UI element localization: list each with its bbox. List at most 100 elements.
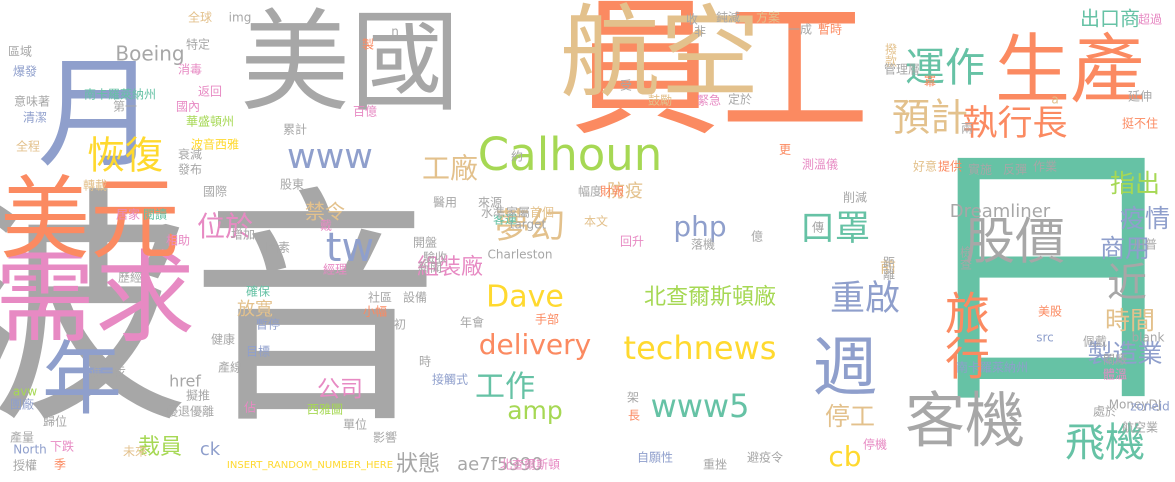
cloud-word: a	[1051, 93, 1058, 107]
cloud-word: 生產	[995, 26, 1145, 114]
cloud-word: 重挫	[703, 458, 727, 472]
cloud-word: 冪	[924, 75, 936, 89]
cloud-word: 處於	[1093, 404, 1117, 419]
cloud-word: 幅度	[578, 184, 602, 199]
cloud-word: 年	[42, 333, 122, 426]
cloud-word: ck	[200, 439, 221, 460]
cloud-word: 團廠	[10, 397, 34, 412]
cloud-word: www5	[651, 387, 750, 425]
cloud-word: 削減	[843, 190, 867, 205]
cloud-word: 組裝廠	[417, 255, 483, 280]
cloud-word: technews	[624, 329, 777, 367]
cloud-word: 提供	[938, 159, 962, 174]
cloud-word: 居家	[116, 207, 140, 222]
cloud-word: 檢查	[959, 245, 973, 270]
cloud-word: 暫停	[256, 317, 280, 332]
cloud-word: 美股	[1038, 305, 1062, 319]
cloud-word: n	[391, 25, 399, 39]
cloud-word: 防疫	[607, 181, 643, 202]
cloud-word: 出口商	[1080, 7, 1140, 31]
cloud-word: 落機	[691, 237, 715, 252]
cloud-word: 影響	[373, 430, 397, 445]
cloud-word: 水準	[481, 205, 505, 220]
cloud-word: 產線	[218, 360, 242, 375]
cloud-word: 體溫	[1103, 368, 1127, 382]
cloud-word: 航空	[560, 0, 760, 111]
cloud-word: tw	[326, 225, 374, 271]
cloud-word: 北查爾斯頓	[500, 458, 560, 472]
cloud-word: 好意	[913, 159, 937, 174]
cloud-word: 華盛頓州	[186, 114, 234, 129]
cloud-word: 佩戴	[1083, 334, 1107, 349]
cloud-word: 轉載	[83, 179, 107, 193]
cloud-word: 製造業	[1087, 339, 1162, 368]
cloud-word: 開盤	[413, 236, 437, 250]
cloud-word: 歷經	[118, 271, 142, 285]
cloud-word: 特定	[186, 37, 210, 52]
cloud-word: 放寬	[237, 299, 273, 320]
cloud-word: 消毒	[178, 63, 202, 77]
cloud-word: 鈍減	[716, 10, 740, 25]
cloud-word: 全球	[188, 10, 212, 25]
cloud-word: 第一	[113, 100, 137, 114]
cloud-word: 商用	[1100, 234, 1150, 263]
cloud-word: 股東	[280, 178, 304, 192]
cloud-word: 關廠	[1103, 352, 1127, 367]
cloud-word: 指出	[1110, 169, 1160, 198]
cloud-word: 避疫令	[747, 450, 783, 465]
cloud-word: 家屬	[506, 205, 530, 220]
cloud-word: 社區	[368, 290, 392, 305]
cloud-word: 發布	[178, 162, 202, 177]
cloud-word: 意味著	[14, 94, 50, 109]
cloud-word: 延伸	[1128, 90, 1152, 104]
cloud-word: 初	[394, 318, 406, 332]
cloud-word: 南卡羅萊納州	[956, 360, 1028, 375]
cloud-word: 財報	[600, 184, 624, 199]
cloud-word: avw	[13, 385, 37, 399]
cloud-word: 員工	[570, 0, 870, 157]
cloud-word: 位於	[197, 210, 253, 243]
cloud-word: 首個	[530, 206, 554, 220]
cloud-word: 收	[686, 13, 698, 27]
cloud-word: 月	[16, 50, 155, 170]
cloud-word: 定於	[728, 92, 752, 107]
cloud-word: 工作	[475, 370, 535, 405]
cloud-word: 因素	[266, 241, 290, 255]
cloud-word: 小幅	[363, 304, 387, 319]
cloud-word: 週	[801, 333, 876, 398]
cloud-word: 經理	[323, 263, 347, 277]
cloud-word: 川普	[1133, 238, 1157, 252]
cloud-word: delivery	[479, 328, 591, 361]
cloud-word: 波音	[0, 166, 440, 457]
cloud-word: 客機	[905, 387, 1025, 457]
cloud-word: 更	[779, 143, 791, 157]
cloud-word: 預計	[892, 96, 968, 140]
cloud-word: 國際	[203, 185, 227, 199]
cloud-word: 累計	[283, 122, 307, 137]
cloud-word: Dave	[486, 280, 564, 315]
cloud-word: 清潔	[23, 111, 47, 125]
cloud-word: 確保	[246, 284, 270, 299]
cloud-word: 國內	[176, 100, 200, 114]
cloud-word: 測溫儀	[802, 158, 838, 172]
cloud-word: 近	[1107, 260, 1147, 306]
cloud-word: 緊急	[697, 93, 721, 108]
cloud-word: 狀態	[396, 452, 440, 477]
cloud-word: 執行長	[962, 104, 1067, 144]
cloud-word: 反彈	[1003, 163, 1027, 177]
cloud-word: 進一步	[90, 365, 126, 379]
cloud-word: 時	[419, 355, 431, 369]
cloud-word: 全程	[16, 139, 40, 154]
cloud-word: 前	[880, 258, 896, 277]
cloud-word: 夢幻	[495, 207, 565, 247]
cloud-word: 傳	[812, 221, 824, 235]
cloud-word: 疫情	[1120, 204, 1170, 233]
cloud-word: 長	[628, 409, 640, 423]
cloud-word: Calhoun	[478, 128, 663, 181]
cloud-word: 超過	[1138, 12, 1162, 27]
cloud-word: 挺不住	[1122, 116, 1158, 131]
cloud-word: 作業	[1033, 160, 1057, 174]
cloud-word: 目標	[246, 345, 270, 359]
cloud-word: 實施	[968, 162, 992, 177]
